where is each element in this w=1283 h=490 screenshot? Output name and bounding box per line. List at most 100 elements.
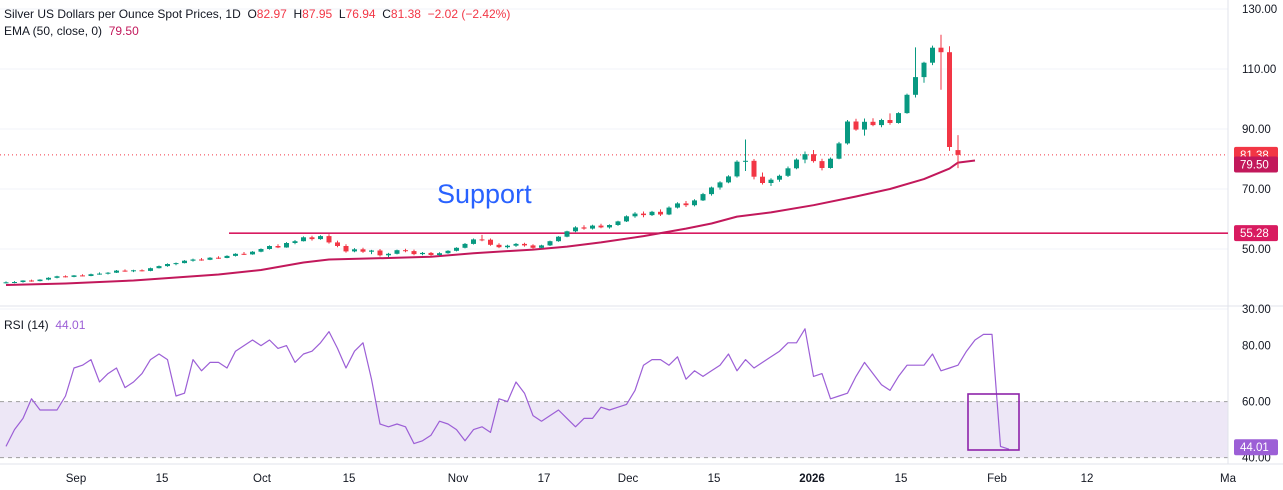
candle-body xyxy=(12,282,17,283)
candle-body xyxy=(199,259,204,261)
candle-body xyxy=(105,272,111,274)
candle xyxy=(437,252,442,256)
candle-body xyxy=(479,239,485,241)
candle-body xyxy=(190,259,196,261)
time-tick-label: Dec xyxy=(618,473,639,485)
rsi-line xyxy=(5,328,1010,450)
candle-body xyxy=(411,251,417,255)
candle xyxy=(301,236,306,242)
candle xyxy=(590,224,595,230)
candle xyxy=(811,150,816,163)
candle xyxy=(258,248,264,253)
time-tick-label: Ma xyxy=(1220,473,1237,485)
candle xyxy=(97,272,102,275)
candle xyxy=(386,252,391,258)
time-axis[interactable]: Sep 15 Oct 15 Nov 17 Dec 15 2026 15 Feb 12 Ma xyxy=(66,473,1237,485)
candle xyxy=(726,175,731,184)
candle xyxy=(360,247,366,253)
candle xyxy=(802,151,808,164)
candle-body xyxy=(20,280,26,282)
candle-body xyxy=(394,250,400,254)
candle xyxy=(641,211,646,218)
candle-body xyxy=(921,62,927,78)
candle xyxy=(539,244,544,249)
candle xyxy=(54,275,60,279)
price-axis[interactable]: 130.00 110.00 90.00 70.00 50.00 30.00 80.00 60.… xyxy=(1242,4,1277,465)
candle xyxy=(530,244,536,250)
candle xyxy=(318,235,323,240)
candle xyxy=(768,178,774,186)
candle xyxy=(131,269,136,273)
candle-body xyxy=(428,252,434,255)
candle-body xyxy=(224,255,230,258)
candle-body xyxy=(420,252,425,255)
rsi-badge-text: 44.01 xyxy=(1240,442,1269,454)
candle xyxy=(615,220,621,226)
candle xyxy=(454,247,459,252)
candle-body xyxy=(462,243,468,248)
candle-body xyxy=(165,264,170,267)
candle xyxy=(105,272,111,275)
candle-body xyxy=(437,253,442,255)
candle-body xyxy=(607,225,612,228)
candle-body xyxy=(63,276,68,278)
support-badge-text: 55.28 xyxy=(1240,228,1269,240)
candle-body xyxy=(649,211,655,216)
candle-body xyxy=(530,245,536,248)
candle-body xyxy=(692,200,697,206)
candle-body xyxy=(309,237,315,240)
candle xyxy=(462,243,468,249)
candle xyxy=(190,258,196,262)
candle-body xyxy=(80,275,85,277)
candle xyxy=(224,255,230,259)
candle-body xyxy=(768,179,774,183)
candle xyxy=(207,257,213,261)
candle-body xyxy=(513,243,519,246)
candle-body xyxy=(267,246,272,249)
candle xyxy=(734,160,740,178)
candle-body xyxy=(802,154,808,160)
ema-legend: EMA (50, close, 0) 79.50 xyxy=(4,24,139,38)
candle xyxy=(947,46,952,151)
rsi-legend: RSI (14) 44.01 xyxy=(4,318,85,332)
pane-separators xyxy=(0,0,1283,465)
candle-body xyxy=(3,282,9,284)
candle-body xyxy=(292,241,298,243)
candle-body xyxy=(751,160,757,177)
candle xyxy=(700,192,706,201)
candle-body xyxy=(122,270,128,272)
candle xyxy=(352,248,357,253)
candle-body xyxy=(836,143,842,159)
high-value: 87.95 xyxy=(302,7,333,21)
candle-body xyxy=(862,121,867,130)
candle-body xyxy=(573,227,578,232)
candle-body xyxy=(335,242,340,246)
candle xyxy=(335,240,340,248)
rsi-label: RSI (14) xyxy=(4,318,49,332)
candle-body xyxy=(794,159,799,169)
candle xyxy=(649,210,655,216)
time-tick-label: 15 xyxy=(343,473,356,485)
candle-body xyxy=(709,187,714,195)
candle-body xyxy=(139,270,145,272)
time-tick-label: Oct xyxy=(253,473,272,485)
candle-body xyxy=(88,274,94,276)
candle-body xyxy=(564,231,570,237)
symbol-title: Silver US Dollars per Ounce Spot Prices,… xyxy=(4,7,241,21)
ema-line xyxy=(5,159,976,286)
candle-body xyxy=(683,203,689,206)
candle xyxy=(394,249,400,255)
candle-body xyxy=(97,273,102,275)
candle xyxy=(513,243,519,247)
candle xyxy=(173,262,179,266)
candle-body xyxy=(700,194,706,201)
candle xyxy=(624,215,629,222)
candle-body xyxy=(870,121,876,126)
candle xyxy=(717,181,723,190)
candle-body xyxy=(29,280,34,282)
time-tick-label: 2026 xyxy=(799,473,825,485)
candle-body xyxy=(250,251,255,255)
candle xyxy=(148,267,153,272)
candle-body xyxy=(947,52,952,148)
